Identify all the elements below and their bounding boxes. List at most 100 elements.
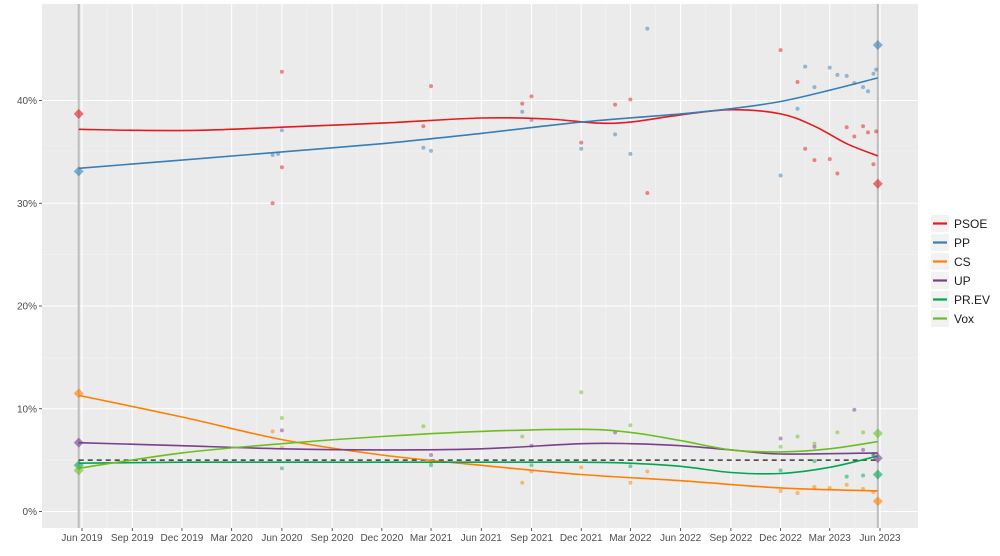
result-marker-pr-ev — [73, 460, 84, 471]
poll-point-cs — [628, 480, 633, 485]
poll-point-pp — [628, 151, 633, 156]
y-tick-label: 0% — [23, 507, 38, 518]
poll-point-cs — [579, 465, 584, 470]
poll-point-up — [861, 447, 866, 452]
y-tick-label: 30% — [17, 199, 37, 210]
poll-point-psoe — [874, 129, 879, 134]
poll-point-psoe — [279, 69, 284, 74]
x-tick-label: Jun 2020 — [261, 533, 303, 544]
trend-lines — [78, 77, 879, 492]
poll-point-vox — [520, 434, 525, 439]
poll-point-vox — [835, 430, 840, 435]
legend: PSOE PP CS UP PR.EV Vox — [930, 213, 996, 331]
x-tick-label: Dec 2020 — [360, 533, 403, 544]
poll-point-cs — [270, 429, 275, 434]
poll-point-psoe — [852, 134, 857, 139]
poll-point-psoe — [835, 171, 840, 176]
poll-point-psoe — [803, 146, 808, 151]
result-marker-up — [872, 453, 883, 464]
election-result-markers — [73, 40, 883, 507]
legend-label-cs: CS — [954, 255, 971, 269]
poll-point-psoe — [279, 165, 284, 170]
poll-point-cs — [844, 482, 849, 487]
result-marker-cs — [73, 388, 84, 399]
x-tick-label: Mar 2022 — [609, 533, 652, 544]
poll-point-vox — [778, 444, 783, 449]
poll-point-pr-ev — [279, 466, 284, 471]
poll-point-psoe — [778, 48, 783, 53]
poll-point-vox — [579, 390, 584, 395]
poll-point-cs — [520, 480, 525, 485]
trend-line-cs — [78, 394, 878, 492]
x-tick-label: Sep 2019 — [111, 533, 154, 544]
poll-point-pp — [871, 71, 876, 76]
poll-point-psoe — [645, 190, 650, 195]
poll-point-psoe — [270, 201, 275, 206]
poll-point-pp — [645, 26, 650, 31]
poll-point-psoe — [812, 158, 817, 163]
x-axis: Jun 2019 Sep 2019 Dec 2019 Mar 2020 Jun 2020… — [61, 528, 901, 544]
poll-point-pp — [812, 85, 817, 90]
legend-label-pr-ev: PR.EV — [954, 293, 990, 307]
poll-point-psoe — [429, 84, 434, 89]
poll-point-pp — [861, 85, 866, 90]
legend-label-vox: Vox — [954, 312, 974, 326]
poll-point-vox — [795, 434, 800, 439]
poll-point-pp — [613, 132, 618, 137]
poll-point-vox — [628, 423, 633, 428]
poll-point-pr-ev — [778, 468, 783, 473]
poll-point-psoe — [865, 130, 870, 135]
poll-point-pp — [778, 173, 783, 178]
result-marker-vox — [872, 428, 883, 439]
poll-point-pp — [421, 145, 426, 150]
poll-point-vox — [861, 430, 866, 435]
poll-point-up — [778, 436, 783, 441]
plot-panel — [42, 4, 918, 528]
poll-point-cs — [778, 488, 783, 493]
poll-point-psoe — [861, 124, 866, 129]
poll-point-up — [812, 444, 817, 449]
x-tick-label: Sep 2022 — [709, 533, 752, 544]
poll-point-pp — [865, 89, 870, 94]
poll-point-psoe — [871, 162, 876, 167]
poll-point-pp — [803, 64, 808, 69]
trend-line-pp — [78, 77, 878, 170]
poll-point-pp — [520, 109, 525, 114]
poll-point-psoe — [844, 125, 849, 130]
x-tick-label: Mar 2020 — [211, 533, 254, 544]
poll-point-pr-ev — [871, 452, 876, 457]
poll-point-psoe — [628, 97, 633, 102]
poll-point-psoe — [827, 157, 832, 162]
result-marker-up — [73, 437, 84, 448]
trend-line-vox — [78, 428, 878, 470]
poll-point-psoe — [579, 140, 584, 145]
poll-point-cs — [812, 484, 817, 489]
poll-point-up — [429, 452, 434, 457]
x-tick-label: Sep 2021 — [510, 533, 553, 544]
y-axis: 0% 10% 20% 30% 40% — [17, 96, 42, 518]
x-tick-label: Jun 2021 — [461, 533, 503, 544]
poll-points — [270, 26, 879, 496]
result-marker-pp — [73, 166, 84, 177]
poll-point-pp — [270, 152, 275, 157]
poll-point-pp — [579, 146, 584, 151]
result-marker-cs — [872, 496, 883, 507]
poll-point-psoe — [520, 101, 525, 106]
y-tick-label: 40% — [17, 96, 37, 107]
grid — [42, 4, 918, 528]
poll-point-pr-ev — [429, 463, 434, 468]
result-marker-vox — [73, 465, 84, 476]
poll-point-pp — [827, 65, 832, 70]
poll-point-pr-ev — [812, 459, 817, 464]
result-marker-pp — [872, 40, 883, 51]
poll-point-pp — [279, 128, 284, 133]
poll-point-cs — [795, 491, 800, 496]
trend-line-psoe — [78, 108, 879, 157]
poll-point-pr-ev — [529, 463, 534, 468]
poll-point-up — [279, 428, 284, 433]
poll-point-pp — [795, 106, 800, 111]
poll-point-pr-ev — [861, 473, 866, 478]
poll-point-cs — [645, 469, 650, 474]
x-tick-label: Jun 2022 — [660, 533, 702, 544]
